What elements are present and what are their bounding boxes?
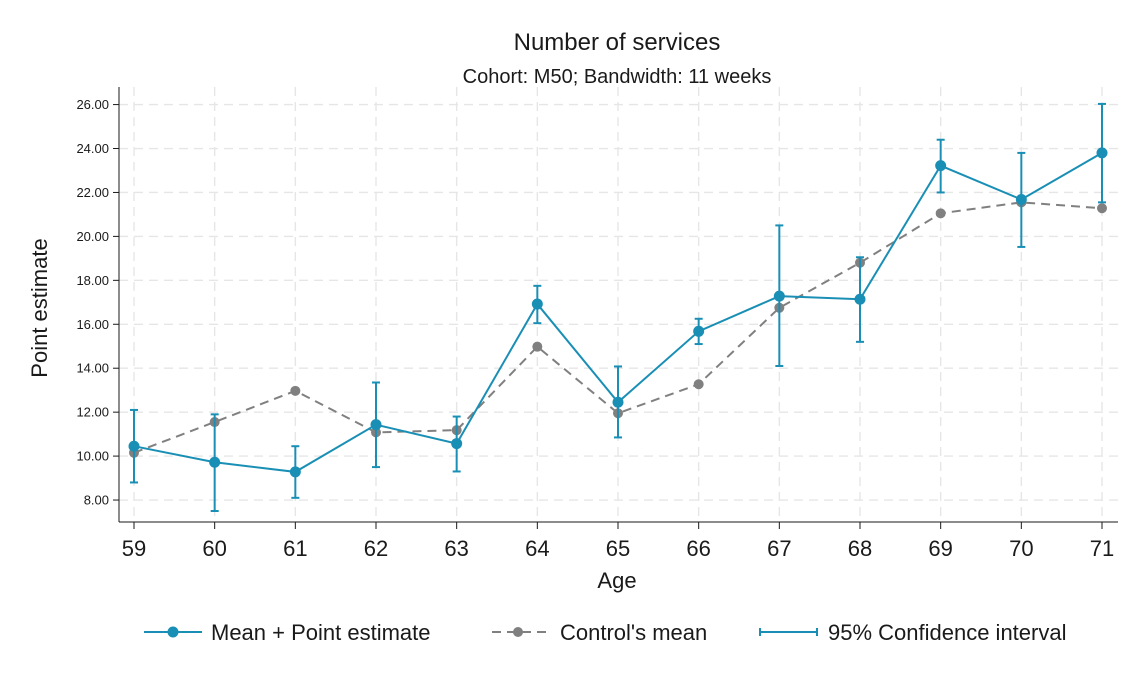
legend-control-mean-marker xyxy=(513,627,523,637)
y-tick-label-1: 10.00 xyxy=(76,449,109,464)
control-mean-point-61 xyxy=(290,385,301,396)
legend-point-estimate-label: Mean + Point estimate xyxy=(211,620,431,645)
x-tick-label-11: 70 xyxy=(1009,536,1033,561)
y-tick-label-2: 12.00 xyxy=(76,405,109,420)
x-tick-label-6: 65 xyxy=(606,536,630,561)
y-tick-label-4: 16.00 xyxy=(76,317,109,332)
y-tick-label-0: 8.00 xyxy=(84,493,109,508)
chart-title: Number of services xyxy=(514,29,721,56)
point-estimate-point-70 xyxy=(1015,193,1027,205)
x-tick-label-12: 71 xyxy=(1090,536,1114,561)
x-tick-label-2: 61 xyxy=(283,536,307,561)
y-tick-label-5: 18.00 xyxy=(76,273,109,288)
control-mean-point-66 xyxy=(693,379,704,390)
point-estimate-point-65 xyxy=(612,396,624,408)
point-estimate-point-60 xyxy=(209,456,221,468)
y-axis-title: Point estimate xyxy=(27,238,52,377)
point-estimate-point-69 xyxy=(935,160,947,172)
legend-control-mean-label: Control's mean xyxy=(560,620,707,645)
x-tick-label-8: 67 xyxy=(767,536,791,561)
x-tick-label-3: 62 xyxy=(364,536,388,561)
x-tick-label-7: 66 xyxy=(686,536,710,561)
x-tick-label-1: 60 xyxy=(202,536,226,561)
point-estimate-point-62 xyxy=(370,419,382,431)
point-estimate-point-68 xyxy=(854,293,866,305)
x-tick-label-5: 64 xyxy=(525,536,549,561)
control-mean-point-69 xyxy=(935,208,946,219)
x-tick-label-10: 69 xyxy=(928,536,952,561)
legend: Mean + Point estimate Control's mean 95% C… xyxy=(144,620,1066,645)
y-tick-label-7: 22.00 xyxy=(76,185,109,200)
x-tick-label-0: 59 xyxy=(122,536,146,561)
y-tick-label-6: 20.00 xyxy=(76,229,109,244)
point-estimate-point-61 xyxy=(289,466,301,478)
point-estimate-point-63 xyxy=(451,438,463,450)
point-estimate-point-66 xyxy=(693,325,705,337)
y-tick-label-9: 26.00 xyxy=(76,97,109,112)
x-tick-label-9: 68 xyxy=(848,536,872,561)
y-tick-label-3: 14.00 xyxy=(76,361,109,376)
plot-area: 8.00 10.00 12.00 14.00 16.00 18.00 20.00 22.00 2… xyxy=(76,87,1118,561)
point-estimate-point-67 xyxy=(773,290,785,302)
x-axis-title: Age xyxy=(597,568,636,593)
point-estimate-point-71 xyxy=(1096,147,1108,159)
legend-point-estimate-marker xyxy=(167,626,179,638)
point-estimate-point-59 xyxy=(128,440,140,452)
x-tick-label-4: 63 xyxy=(444,536,468,561)
chart-subtitle: Cohort: M50; Bandwidth: 11 weeks xyxy=(463,66,772,88)
y-tick-label-8: 24.00 xyxy=(76,141,109,156)
legend-ci-label: 95% Confidence interval xyxy=(828,620,1066,645)
control-mean-point-64 xyxy=(532,341,543,352)
control-mean-point-71 xyxy=(1097,203,1107,214)
point-estimate-point-64 xyxy=(531,298,543,310)
